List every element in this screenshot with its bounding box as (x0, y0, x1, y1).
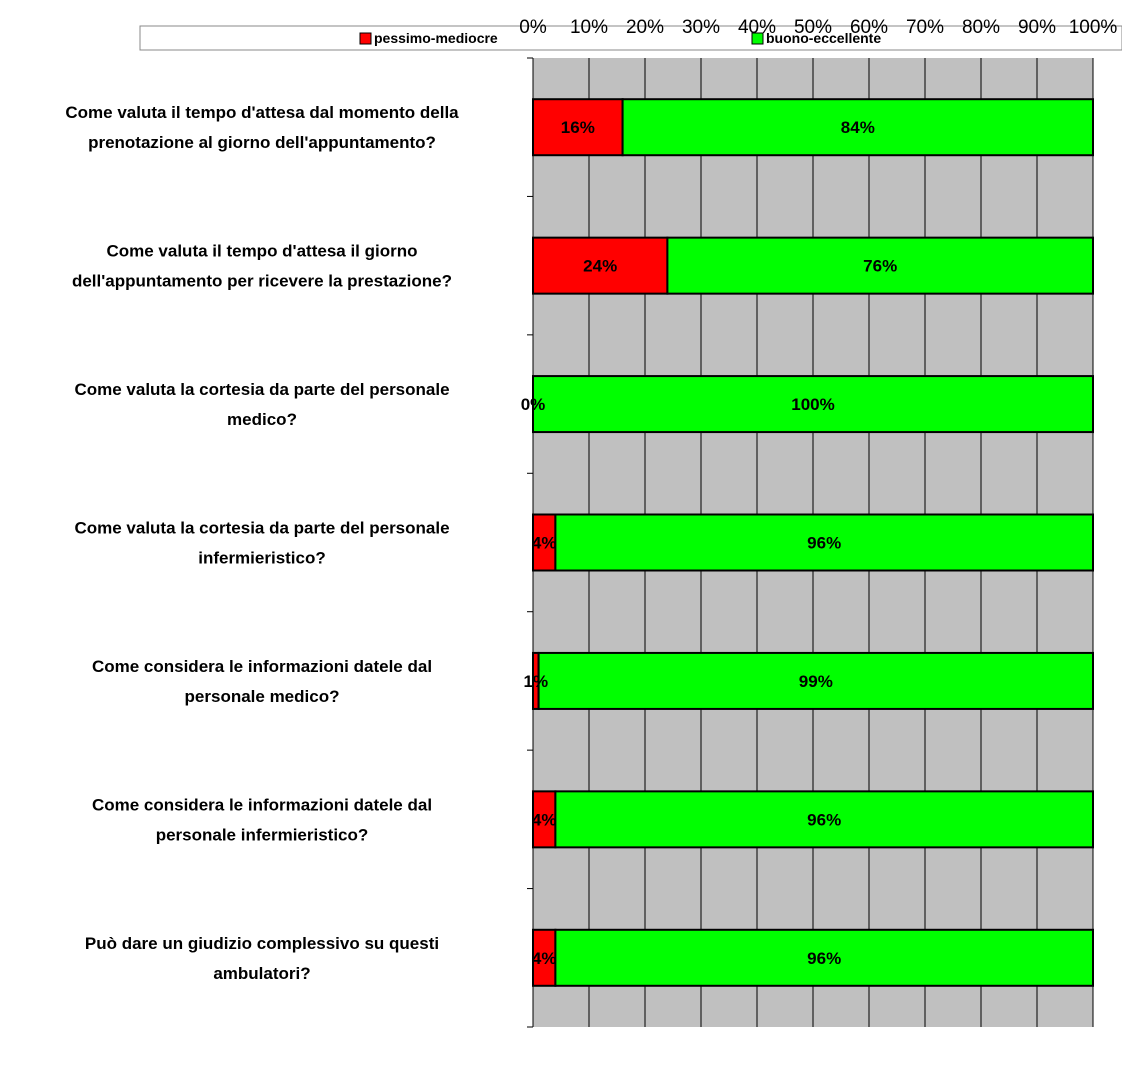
category-labels: Come valuta il tempo d'attesa dal moment… (65, 103, 459, 983)
x-tick-label: 20% (626, 17, 664, 38)
category-label: Come valuta la cortesia da parte del per… (74, 380, 449, 429)
category-label-line: Come considera le informazioni datele da… (92, 657, 432, 676)
legend-box (139, 25, 1122, 51)
category-label-line: Come valuta il tempo d'attesa dal moment… (65, 103, 459, 122)
x-tick-label: 90% (1018, 17, 1056, 38)
category-label: Come considera le informazioni datele da… (92, 657, 432, 706)
data-label: 4% (532, 534, 557, 553)
x-axis-ticks: 0% 10% 20% 30% 40% 50% 60% 70% 80% 90% 100% (519, 17, 1117, 38)
category-label-line: Come valuta la cortesia da parte del per… (74, 519, 449, 538)
bar-segment (554, 513, 1094, 572)
bar-segment (621, 98, 1094, 157)
x-tick-label: 30% (682, 17, 720, 38)
x-tick-label: 70% (906, 17, 944, 38)
data-label: 76% (863, 257, 897, 276)
category-label-line: Come considera le informazioni datele da… (92, 795, 432, 814)
legend-label-buono: buono-eccellente (766, 30, 881, 46)
category-label: Come valuta il tempo d'attesa dal moment… (65, 103, 459, 152)
category-label-line: personale medico? (185, 687, 340, 706)
x-tick-label: 40% (738, 17, 776, 38)
category-label-line: medico? (227, 410, 297, 429)
data-label: 96% (807, 534, 841, 553)
x-tick-label: 100% (1069, 17, 1118, 38)
data-label: 4% (532, 810, 557, 829)
data-label: 96% (807, 810, 841, 829)
data-label: 4% (532, 949, 557, 968)
category-label: Come valuta il tempo d'attesa il giorno d… (72, 242, 452, 291)
bar-segment (532, 236, 669, 295)
data-label: 0% (521, 395, 546, 414)
category-label-line: personale infermieristico? (156, 825, 369, 844)
data-label: 84% (841, 118, 875, 137)
category-label-line: Può dare un giudizio complessivo su ques… (85, 934, 439, 953)
category-label-line: Come valuta il tempo d'attesa il giorno (106, 242, 417, 261)
bar-segment (666, 236, 1095, 295)
bar-segment (554, 928, 1094, 987)
bar-segment (532, 98, 624, 157)
bars: 16% 84% 24% 76% 0% 100% 4% 96% 1% 99% 4% 96% 4% 96% (521, 98, 1095, 987)
bar-segment (554, 790, 1094, 849)
x-tick-label: 10% (570, 17, 608, 38)
data-label: 16% (561, 118, 595, 137)
category-label-line: ambulatori? (213, 964, 310, 983)
category-label: Come valuta la cortesia da parte del per… (74, 519, 449, 568)
data-label: 100% (791, 395, 834, 414)
x-tick-label: 0% (519, 17, 547, 38)
category-label: Come considera le informazioni datele da… (92, 795, 432, 844)
data-label: 99% (799, 672, 833, 691)
bar-segment (537, 651, 1094, 710)
legend-swatch-pessimo (359, 32, 372, 45)
category-label: Può dare un giudizio complessivo su ques… (85, 934, 439, 983)
legend-swatch-buono (751, 32, 764, 45)
x-tick-label: 50% (794, 17, 832, 38)
data-label: 1% (524, 672, 549, 691)
legend: pessimo-mediocre buono-eccellente (139, 25, 1122, 51)
category-label-line: Come valuta la cortesia da parte del per… (74, 380, 449, 399)
category-label-line: prenotazione al giorno dell'appuntamento… (88, 133, 436, 152)
x-tick-label: 80% (962, 17, 1000, 38)
x-tick-label: 60% (850, 17, 888, 38)
legend-label-pessimo: pessimo-mediocre (374, 30, 498, 46)
category-label-line: infermieristico? (198, 549, 326, 568)
data-label: 96% (807, 949, 841, 968)
category-label-line: dell'appuntamento per ricevere la presta… (72, 272, 452, 291)
data-label: 24% (583, 257, 617, 276)
bar-segment (532, 375, 1094, 434)
